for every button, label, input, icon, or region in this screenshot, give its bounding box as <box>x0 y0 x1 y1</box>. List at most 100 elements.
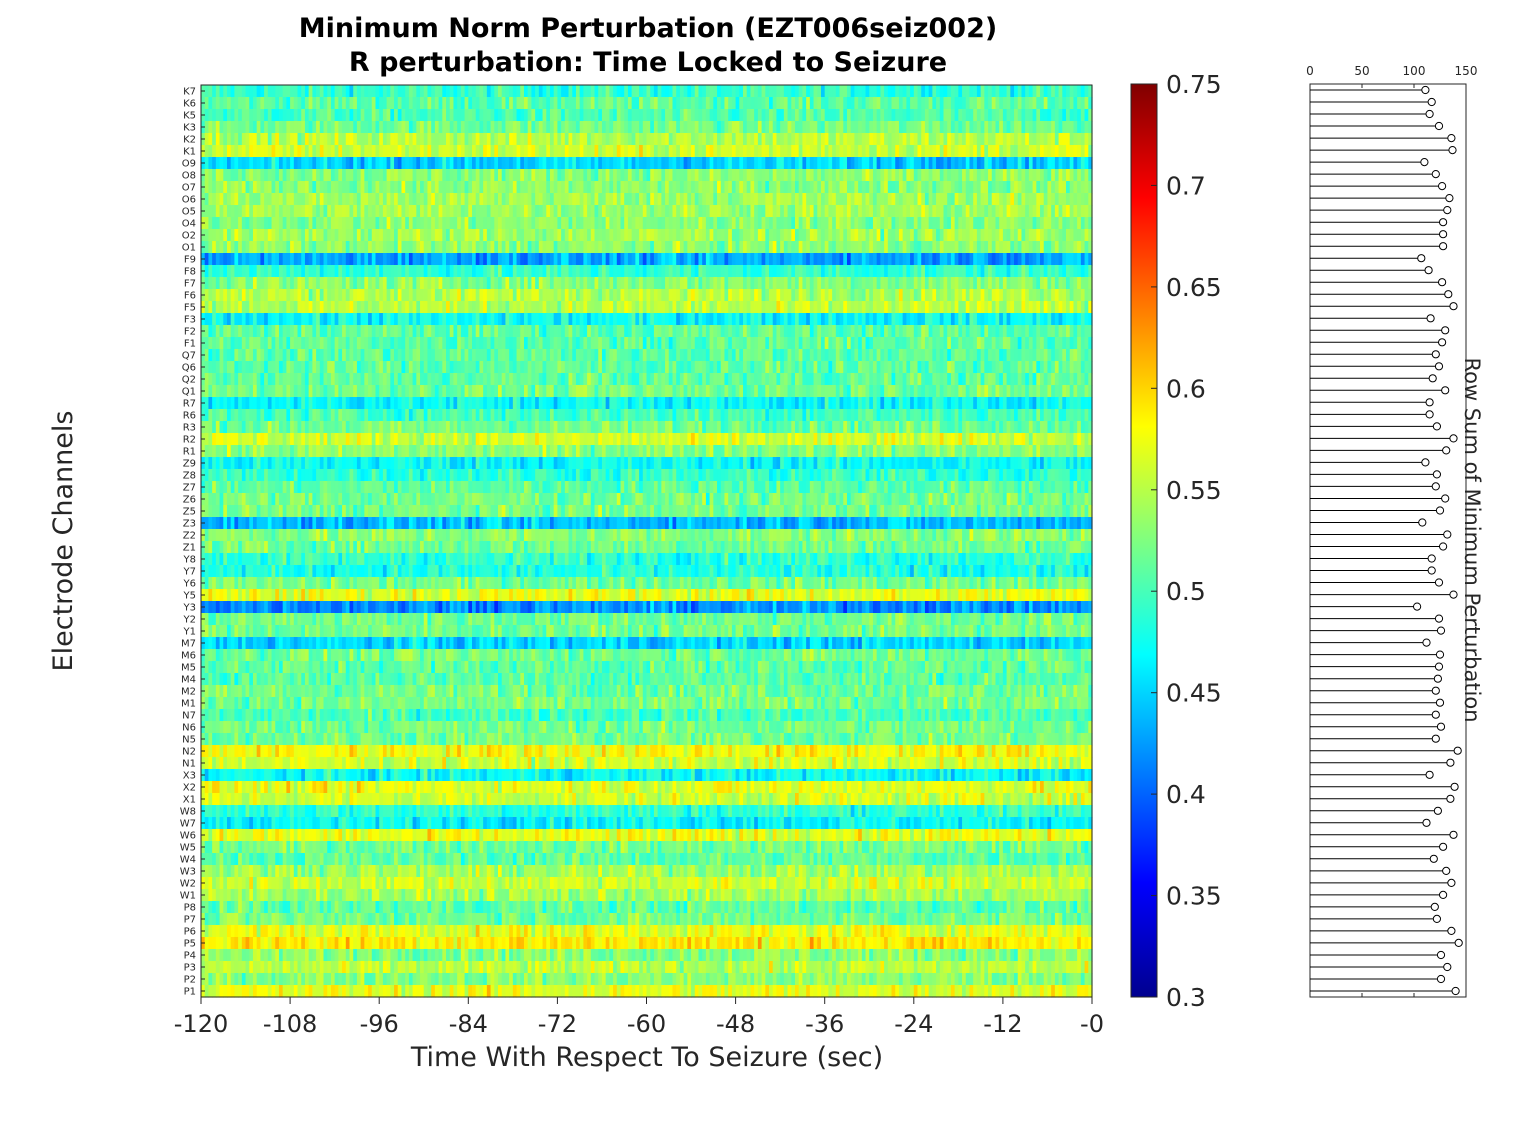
heatmap-cell <box>338 181 343 194</box>
heatmap-cell <box>590 181 596 194</box>
heatmap-cell <box>954 241 959 254</box>
heatmap-cell <box>928 109 933 122</box>
heatmap-cell <box>1077 265 1082 278</box>
heatmap-cell <box>1084 241 1089 254</box>
heatmap-cell <box>943 313 948 326</box>
heatmap-cell <box>523 169 529 182</box>
heatmap-cell <box>1084 109 1089 122</box>
heatmap-cell <box>858 193 863 206</box>
heatmap-cell <box>1066 229 1071 242</box>
heatmap-cell <box>906 133 911 146</box>
heatmap-cell <box>583 301 588 314</box>
heatmap-cell <box>683 277 688 290</box>
heatmap-cell <box>542 85 547 98</box>
heatmap-cell <box>884 157 889 170</box>
heatmap-cell <box>241 313 247 326</box>
heatmap-cell <box>475 193 481 206</box>
heatmap-cell <box>446 157 451 170</box>
heatmap-cell <box>1032 157 1037 170</box>
heatmap-cell <box>1073 301 1078 314</box>
heatmap-cell <box>817 229 822 242</box>
heatmap-cell <box>327 85 332 98</box>
heatmap-cell <box>939 109 945 122</box>
heatmap-cell <box>468 181 473 194</box>
heatmap-cell <box>594 181 599 194</box>
heatmap-cell <box>824 229 830 242</box>
heatmap-cell <box>746 121 752 134</box>
heatmap-cell <box>286 313 291 326</box>
heatmap-cell <box>958 241 963 254</box>
heatmap-cell <box>297 193 302 206</box>
heatmap-cell <box>449 253 455 266</box>
heatmap-cell <box>835 277 841 290</box>
heatmap-cell <box>494 289 499 302</box>
heatmap-cell <box>1006 265 1011 278</box>
heatmap-cell <box>490 277 495 290</box>
heatmap-cell <box>327 265 332 278</box>
heatmap-cell <box>527 217 533 230</box>
heatmap-cell <box>932 205 937 218</box>
heatmap-cell <box>397 277 403 290</box>
heatmap-cell <box>512 97 518 110</box>
heatmap-cell <box>249 133 254 146</box>
heatmap-cell <box>382 85 388 98</box>
heatmap-cell <box>394 121 399 134</box>
heatmap-cell <box>627 181 633 194</box>
heatmap-cell <box>394 133 399 146</box>
heatmap-cell <box>416 169 421 182</box>
heatmap-cell <box>910 277 915 290</box>
heatmap-cell <box>538 229 544 242</box>
heatmap-cell <box>330 241 336 254</box>
heatmap-cell <box>460 145 466 158</box>
heatmap-cell <box>420 145 425 158</box>
heatmap-cell <box>769 253 774 266</box>
heatmap-cell <box>820 145 826 158</box>
heatmap-cell <box>820 193 826 206</box>
heatmap-cell <box>757 253 763 266</box>
heatmap-cell <box>260 181 265 194</box>
heatmap-cell <box>880 325 885 338</box>
heatmap-cell <box>646 265 651 278</box>
heatmap-cell <box>371 145 377 158</box>
heatmap-cell <box>379 265 384 278</box>
heatmap-cell <box>1084 133 1089 146</box>
heatmap-cell <box>694 265 700 278</box>
heatmap-cell <box>1006 205 1011 218</box>
heatmap-cell <box>308 85 313 98</box>
heatmap-cell <box>735 229 740 242</box>
heatmap-cell <box>219 289 224 302</box>
heatmap-cell <box>260 109 265 122</box>
heatmap-cell <box>824 205 830 218</box>
heatmap-cell <box>691 253 696 266</box>
heatmap-cell <box>665 289 670 302</box>
heatmap-cell <box>679 193 685 206</box>
heatmap-cell <box>1088 181 1093 194</box>
heatmap-cell <box>561 181 566 194</box>
heatmap-cell <box>434 97 440 110</box>
heatmap-cell <box>293 241 299 254</box>
heatmap-cell <box>434 229 440 242</box>
heatmap-cell <box>442 205 447 218</box>
heatmap-cell <box>984 97 989 110</box>
heatmap-cell <box>356 181 362 194</box>
heatmap-cell <box>698 109 703 122</box>
heatmap-cell <box>260 193 265 206</box>
heatmap-cell <box>995 169 1000 182</box>
heatmap-cell <box>620 217 625 230</box>
heatmap-cell <box>252 301 258 314</box>
heatmap-cell <box>312 289 317 302</box>
heatmap-cell <box>798 97 804 110</box>
heatmap-cell <box>1073 229 1078 242</box>
heatmap-cell <box>1006 157 1011 170</box>
heatmap-cell <box>676 325 681 338</box>
heatmap-cell <box>241 109 247 122</box>
heatmap-cell <box>653 313 659 326</box>
heatmap-cell <box>583 169 588 182</box>
heatmap-cell <box>397 301 403 314</box>
heatmap-cell <box>416 133 421 146</box>
heatmap-cell <box>516 181 521 194</box>
heatmap-cell <box>802 253 807 266</box>
heatmap-cell <box>397 85 403 98</box>
heatmap-cell <box>330 325 336 338</box>
heatmap-cell <box>479 109 484 122</box>
